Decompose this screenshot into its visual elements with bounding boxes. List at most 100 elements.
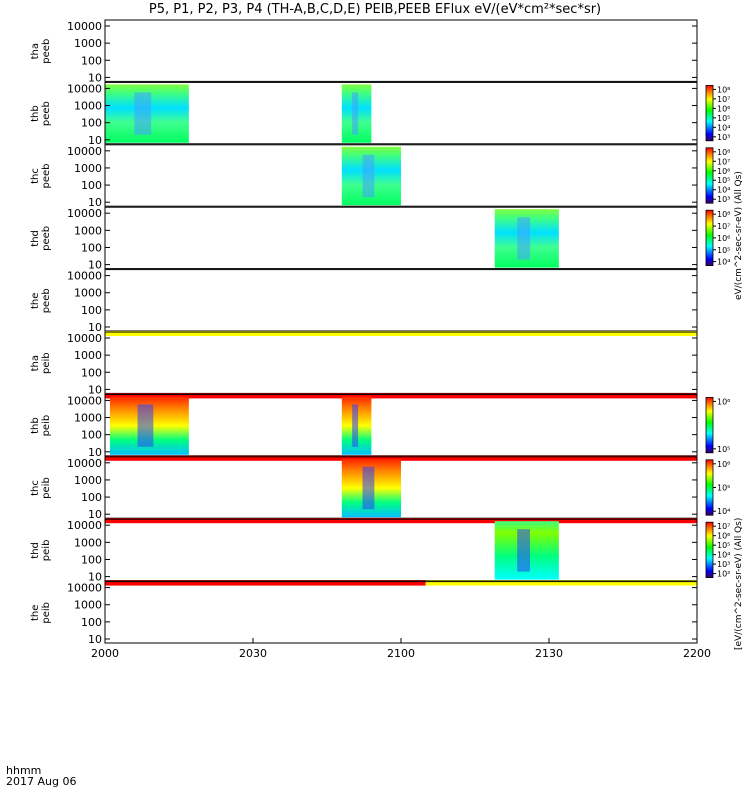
y-tick-label: 10000 bbox=[67, 207, 102, 220]
y-tick-label: 10 bbox=[88, 134, 102, 147]
panel-label-product: peeb bbox=[41, 288, 52, 313]
y-tick-label: 1000 bbox=[74, 536, 102, 549]
panel-label-probe: thd bbox=[30, 542, 41, 559]
y-tick-label: 1000 bbox=[74, 349, 102, 362]
panel-thd-peeb: 10 100 1000 10000 thd peeb 10⁴ 10⁵ 10⁶ 10⁷ 10⁸ bbox=[30, 206, 730, 272]
y-tick-label: 10000 bbox=[67, 270, 102, 283]
panel-label-product: peeb bbox=[41, 39, 52, 64]
y-tick-label: 100 bbox=[81, 553, 102, 566]
chart-title: P5, P1, P2, P3, P4 (TH-A,B,C,D,E) PEIB,P… bbox=[148, 2, 602, 17]
panel-frame bbox=[104, 269, 698, 332]
panel-label-probe: thd bbox=[30, 230, 41, 247]
x-tick-label: 2200 bbox=[683, 647, 711, 660]
colorbar-tick-label: 10⁵ bbox=[717, 246, 730, 255]
y-tick-label: 1000 bbox=[74, 224, 102, 237]
y-tick-label: 100 bbox=[81, 616, 102, 629]
colorbar-title-peib: [eV/(cm^2-sec-sr-eV) (All Qs) bbox=[734, 517, 744, 650]
colorbar-tick-label: 10⁴ bbox=[717, 551, 730, 560]
spectrogram-feature bbox=[137, 404, 154, 447]
colorbar-tick-label: 10⁶ bbox=[717, 460, 730, 469]
flag-bar-red bbox=[105, 455, 697, 461]
x-tick-label: 2100 bbox=[387, 647, 415, 660]
spectrogram-feature bbox=[352, 404, 359, 447]
panel-thb-peib: 10 100 1000 10000 thb peib 10⁵ 10⁶ bbox=[30, 393, 730, 461]
flag-bar-yellow bbox=[105, 331, 697, 336]
spectrogram-feature bbox=[362, 466, 375, 510]
y-tick-label: 100 bbox=[81, 366, 102, 379]
panel-frame bbox=[104, 206, 698, 270]
y-tick-label: 1000 bbox=[74, 599, 102, 612]
colorbar-tick-label: 10⁶ bbox=[717, 167, 730, 176]
y-tick-label: 1000 bbox=[74, 412, 102, 425]
flag-bar-red bbox=[105, 580, 426, 586]
colorbar-tick-label: 10⁴ bbox=[717, 186, 730, 195]
colorbar-tick-label: 10⁶ bbox=[717, 532, 730, 541]
flag-bar-red bbox=[105, 393, 697, 399]
colorbar-tick-label: 10⁸ bbox=[717, 148, 730, 157]
y-tick-label: 10 bbox=[88, 508, 102, 521]
panel-label-probe: tha bbox=[30, 43, 41, 59]
panel-frame bbox=[104, 581, 698, 644]
colorbar-tick-label: 10⁴ bbox=[717, 258, 730, 267]
panel-frame bbox=[104, 144, 698, 207]
panel-label-probe: thb bbox=[30, 417, 41, 434]
panel-label-probe: thc bbox=[30, 168, 41, 184]
panel-tha-peeb: 10 100 1000 10000 tha peeb bbox=[30, 19, 698, 84]
colorbar-tick-label: 10⁵ bbox=[717, 114, 730, 123]
y-tick-label: 10000 bbox=[67, 20, 102, 33]
panel-tha-peib: 10 100 1000 10000 tha peib bbox=[30, 331, 698, 399]
panel-label-product: peib bbox=[41, 540, 52, 562]
y-tick-label: 10000 bbox=[67, 457, 102, 470]
colorbar-tick-label: 10⁶ bbox=[717, 397, 730, 406]
colorbar-tick-label: 10⁶ bbox=[717, 104, 730, 113]
colorbar bbox=[705, 85, 714, 142]
colorbar-tick-label: 10³ bbox=[717, 195, 730, 204]
panel-label-product: peib bbox=[41, 602, 52, 624]
panel-label-probe: thc bbox=[30, 480, 41, 496]
panel-label-product: peib bbox=[41, 352, 52, 374]
colorbar-tick-label: 10⁴ bbox=[717, 507, 730, 516]
panel-label-product: peeb bbox=[41, 164, 52, 189]
panel-frame bbox=[104, 331, 698, 394]
colorbar bbox=[705, 209, 714, 266]
y-tick-label: 100 bbox=[81, 491, 102, 504]
flag-bar-red bbox=[105, 518, 697, 524]
panel-label-product: peib bbox=[41, 415, 52, 437]
spectrogram-feature bbox=[517, 529, 531, 572]
y-tick-label: 10000 bbox=[67, 145, 102, 158]
flag-bar-yellow bbox=[425, 580, 697, 586]
colorbar-tick-label: 10⁶ bbox=[717, 234, 730, 243]
colorbar-tick-label: 10⁵ bbox=[717, 541, 730, 550]
panel-frame bbox=[104, 81, 698, 145]
colorbar bbox=[705, 459, 714, 516]
colorbar-tick-label: 10⁸ bbox=[717, 210, 730, 219]
panel-thc-peib: 10 100 1000 10000 thc peib 10⁴ 10⁵ 10⁶ bbox=[30, 456, 730, 524]
colorbar-tick-label: 10⁷ bbox=[717, 522, 730, 531]
y-tick-label: 100 bbox=[81, 429, 102, 442]
y-tick-label: 10 bbox=[88, 571, 102, 584]
y-tick-label: 10000 bbox=[67, 582, 102, 595]
y-tick-label: 10000 bbox=[67, 82, 102, 95]
colorbar-title-peeb: eV/(cm^2-sec-sr-eV) (All Qs) bbox=[734, 171, 744, 300]
panel-frame bbox=[104, 19, 698, 82]
x-tick-label: 2130 bbox=[535, 647, 563, 660]
y-tick-label: 100 bbox=[81, 179, 102, 192]
colorbar-tick-label: 10⁵ bbox=[717, 445, 730, 454]
spectrogram-feature bbox=[134, 92, 152, 135]
y-tick-label: 10 bbox=[88, 633, 102, 646]
colorbar-tick-label: 10² bbox=[717, 570, 730, 579]
panel-label-product: peeb bbox=[41, 101, 52, 126]
colorbar-tick-label: 10⁷ bbox=[717, 222, 730, 231]
colorbar-tick-label: 10⁵ bbox=[717, 176, 730, 185]
colorbar-tick-label: 10³ bbox=[717, 560, 730, 569]
y-tick-label: 10000 bbox=[67, 332, 102, 345]
y-tick-label: 100 bbox=[81, 54, 102, 67]
panel-frame bbox=[104, 393, 698, 457]
x-axis-title-date: 2017 Aug 06 bbox=[6, 775, 77, 788]
y-tick-label: 10 bbox=[88, 446, 102, 459]
y-tick-label: 10000 bbox=[67, 394, 102, 407]
x-axis-title-hhmm: hhmm bbox=[6, 764, 42, 777]
x-tick-label: 2030 bbox=[239, 647, 267, 660]
